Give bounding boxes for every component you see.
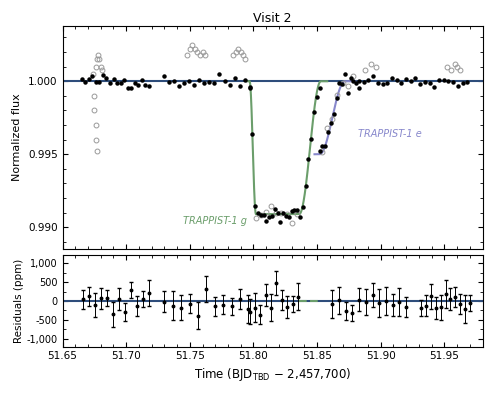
- Title: Visit 2: Visit 2: [254, 11, 292, 25]
- X-axis label: Time (BJD$_{\rm TBD}$ $-$ 2,457,700): Time (BJD$_{\rm TBD}$ $-$ 2,457,700): [194, 366, 351, 383]
- Text: TRAPPIST-1 g: TRAPPIST-1 g: [184, 216, 248, 227]
- Text: TRAPPIST-1 e: TRAPPIST-1 e: [358, 129, 422, 139]
- Y-axis label: Normalized flux: Normalized flux: [12, 93, 22, 181]
- Y-axis label: Residuals (ppm): Residuals (ppm): [14, 259, 24, 343]
